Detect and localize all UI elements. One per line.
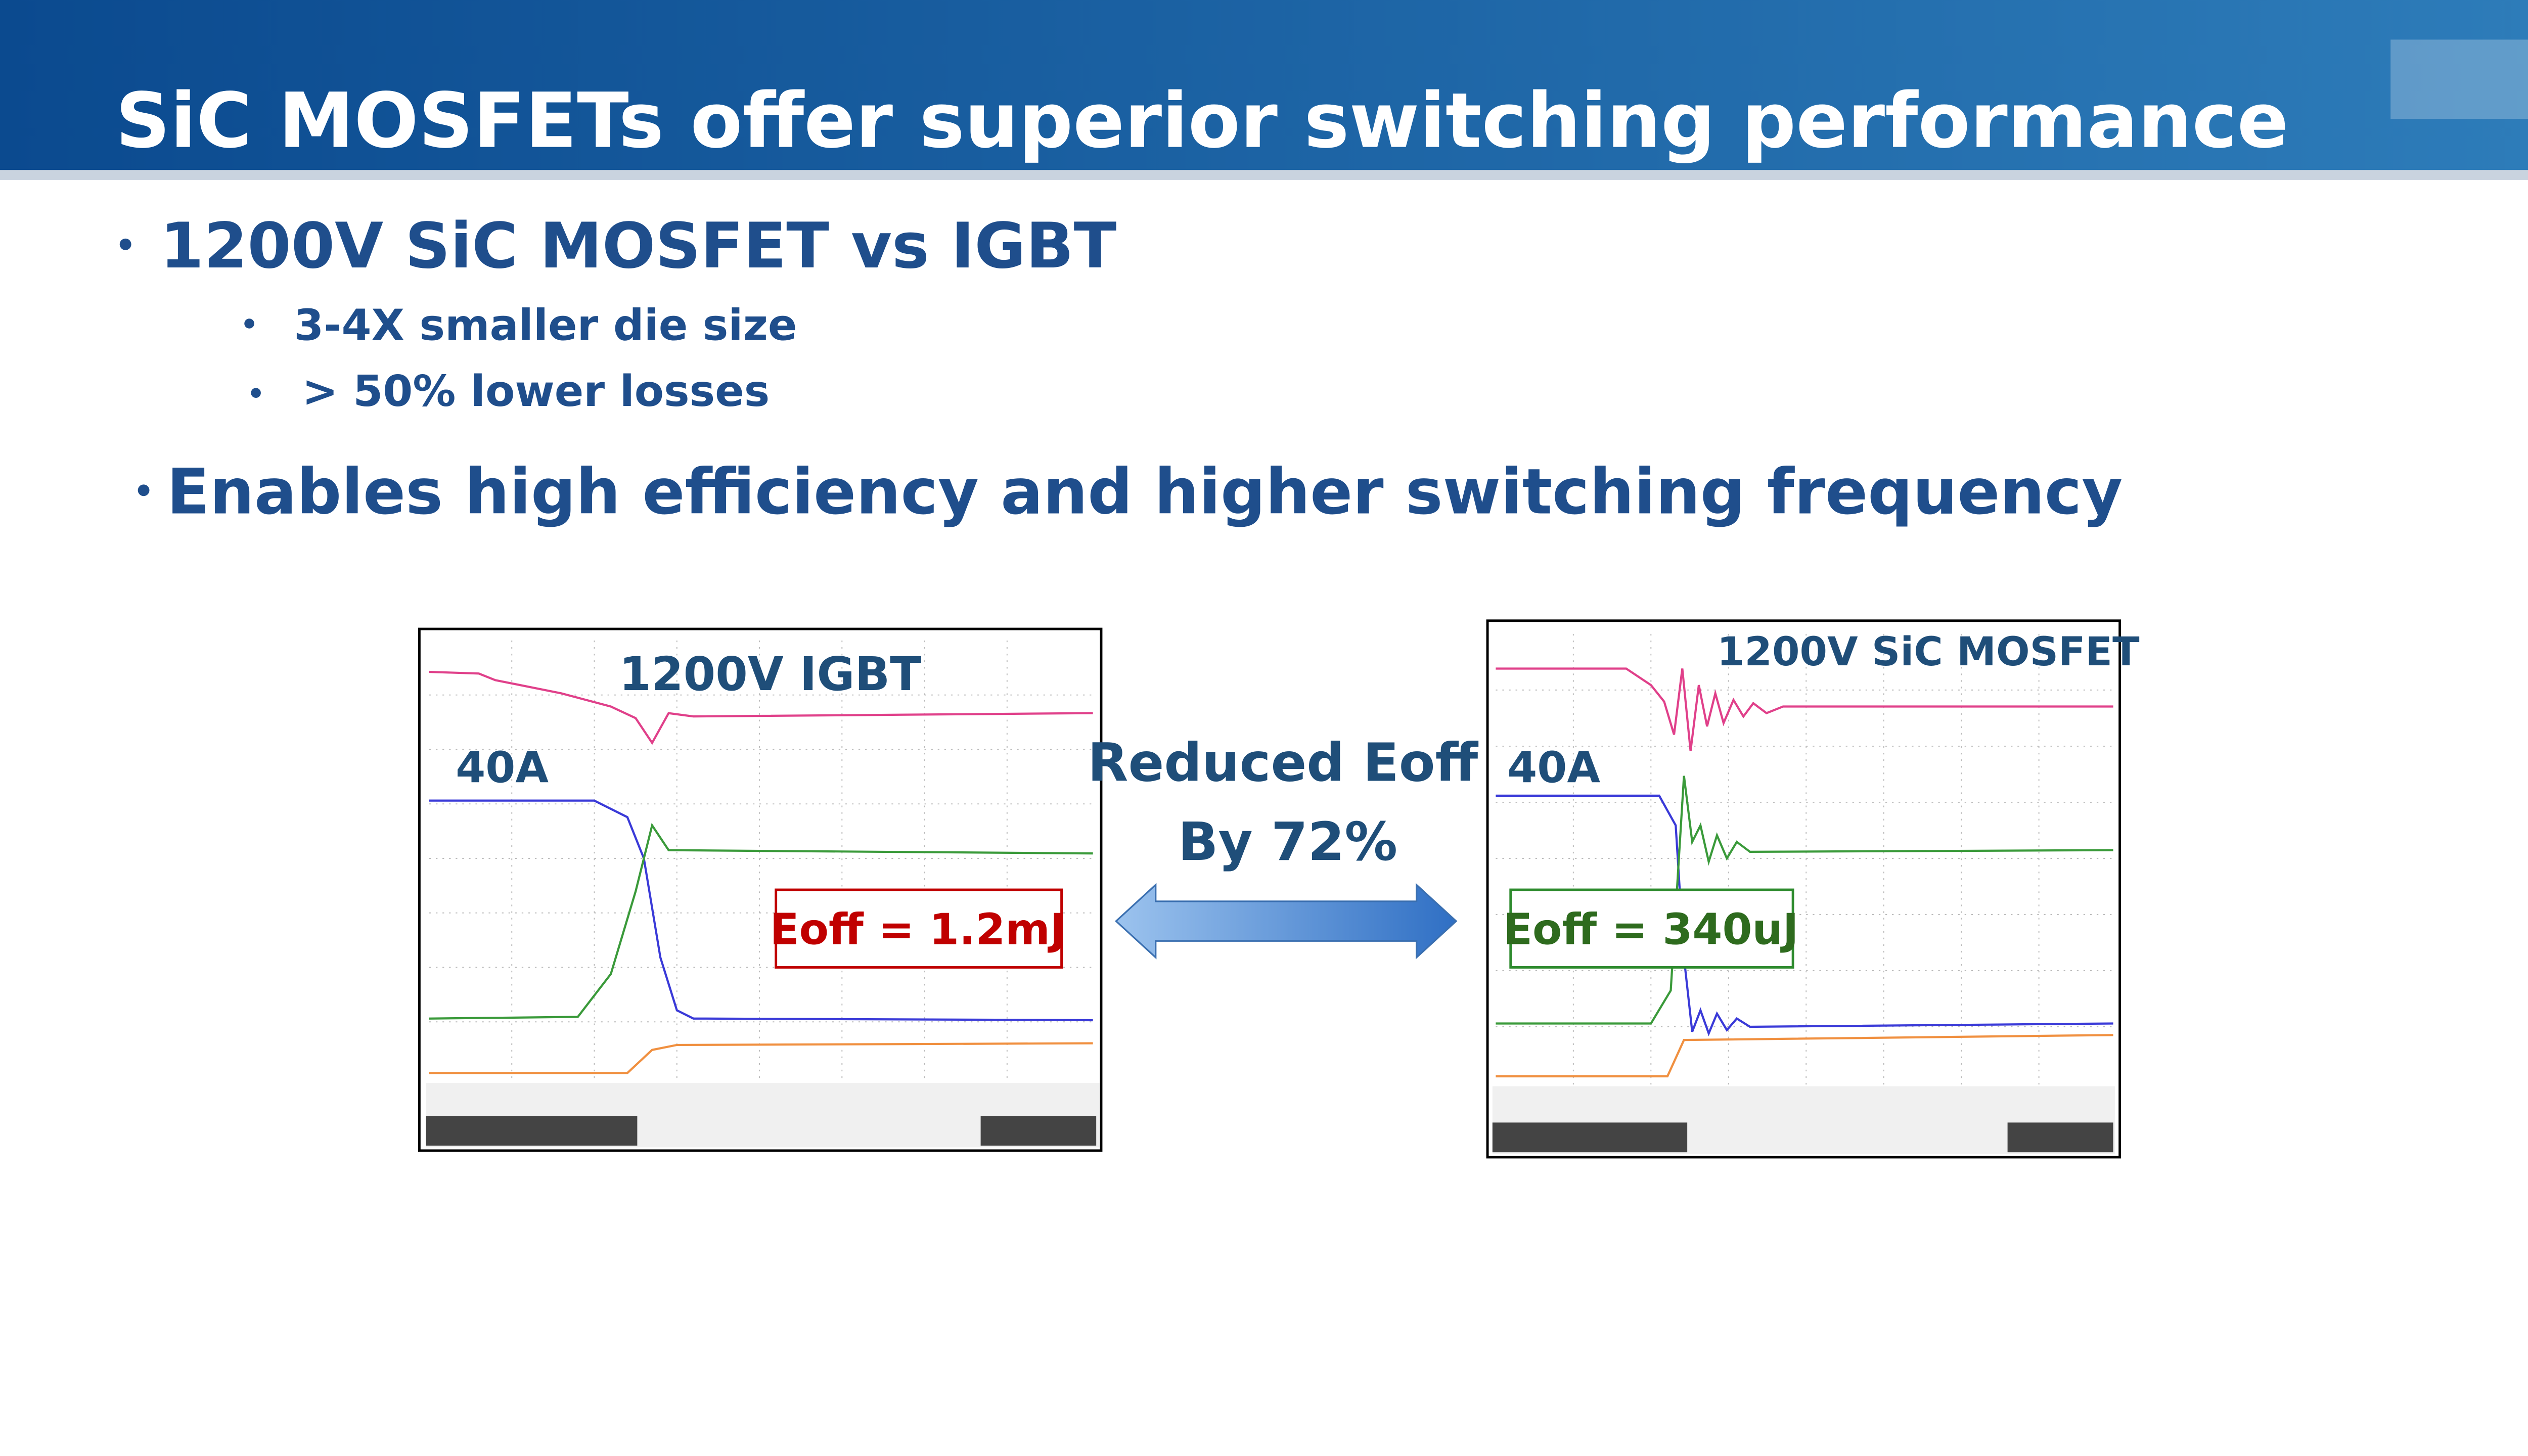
eoff-box <box>775 888 1063 969</box>
trace <box>429 799 1093 1022</box>
trace <box>1496 1034 2113 1078</box>
trace <box>1496 776 2113 1025</box>
eoff-box <box>1509 888 1794 969</box>
current-label: 40A <box>456 743 549 793</box>
bullet-dot <box>119 238 131 250</box>
trace <box>1496 667 2113 751</box>
scope-grid <box>1496 633 2113 1085</box>
scope-igbt: 1200V IGBT 40A Eoff = 1.2mJ <box>418 627 1103 1152</box>
bullet-dot <box>251 388 261 398</box>
scope-sic: 1200V SiC MOSFET 40A Eoff = 340uJ <box>1486 619 2140 1159</box>
trace <box>429 823 1093 1020</box>
header-shadow <box>0 170 2528 180</box>
scope-readout <box>426 1116 638 1146</box>
scope-readout <box>980 1116 1097 1146</box>
panel-label: 1200V IGBT <box>619 647 921 701</box>
double-arrow <box>1114 883 1458 960</box>
logo <box>2390 39 2528 119</box>
eoff-label: Eoff = 340uJ <box>1503 905 1798 955</box>
sub-bullet: > 50% lower losses <box>302 367 770 417</box>
center-text: Reduced Eoff <box>1088 732 1479 793</box>
scope-readout <box>1492 1122 1688 1153</box>
header-bar <box>0 0 2528 170</box>
scope-readout <box>2007 1122 2113 1153</box>
eoff-label: Eoff = 1.2mJ <box>770 905 1066 955</box>
panel-label: 1200V SiC MOSFET <box>1717 629 2140 675</box>
center-text: By 72% <box>1178 811 1397 873</box>
bullet-dot <box>244 318 254 329</box>
trace <box>429 670 1093 745</box>
bullet: Enables high efficiency and higher switc… <box>167 456 2123 529</box>
bullet: 1200V SiC MOSFET vs IGBT <box>160 210 1117 283</box>
trace <box>1496 794 2113 1036</box>
trace <box>429 1042 1093 1074</box>
sub-bullet: 3-4X smaller die size <box>294 301 797 351</box>
title: SiC MOSFETs offer superior switching per… <box>116 77 2289 165</box>
bullet-dot <box>138 484 150 496</box>
current-label: 40A <box>1507 743 1600 793</box>
